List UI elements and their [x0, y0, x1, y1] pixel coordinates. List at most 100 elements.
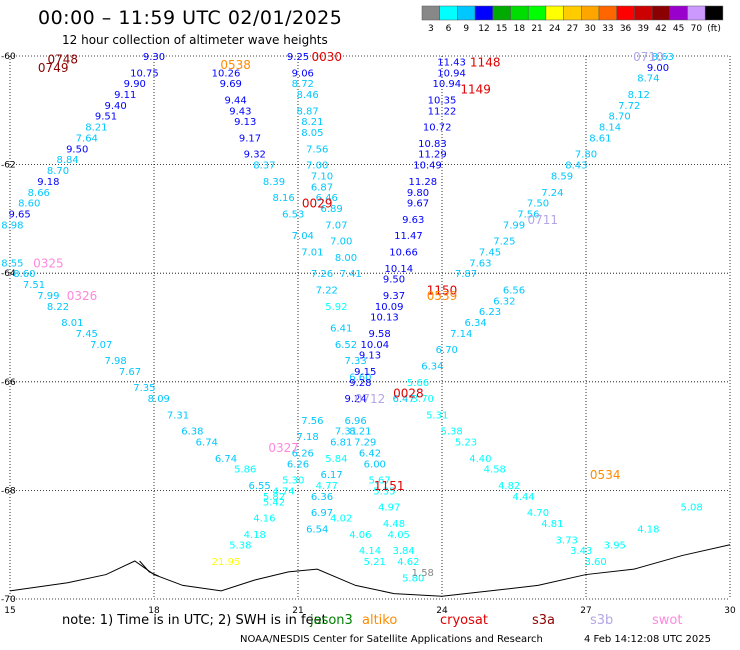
wave-height-point: 6.56 [503, 285, 525, 296]
wave-height-point: 8.01 [61, 318, 83, 329]
wave-height-point: 7.80 [575, 150, 597, 161]
wave-height-point: 5.66 [407, 378, 429, 389]
x-tick-label: 24 [436, 606, 448, 616]
colorbar-swatch [687, 5, 706, 21]
wave-height-point: 7.07 [90, 340, 112, 351]
wave-height-point: 11.29 [418, 150, 447, 161]
wave-height-point: 8.21 [85, 123, 107, 134]
colorbar-label: 45 [673, 24, 684, 34]
wave-height-point: 8.37 [253, 161, 275, 172]
y-tick-label: -68 [1, 486, 16, 496]
wave-height-point: 9.65 [8, 209, 30, 220]
wave-height-point: 8.16 [272, 193, 294, 204]
colorbar-label: 21 [531, 24, 542, 34]
data-points: 9.3010.759.909.119.409.518.217.649.508.8… [1, 52, 702, 584]
wave-height-point: 5.08 [680, 503, 702, 514]
wave-height-point: 8.09 [148, 394, 170, 405]
wave-height-point: 7.45 [479, 247, 501, 258]
wave-height-point: 7.07 [325, 220, 347, 231]
wave-height-point: 5.38 [229, 541, 251, 552]
colorbar-swatch [616, 5, 635, 21]
wave-height-point: 10.72 [423, 123, 452, 134]
wave-height-point: 7.10 [311, 171, 333, 182]
wave-height-point: 7.98 [104, 356, 126, 367]
wave-height-point: 5.38 [440, 427, 462, 438]
x-tick-label: 27 [580, 606, 591, 616]
wave-height-point: 5.31 [426, 410, 448, 421]
wave-height-point: 9.44 [224, 95, 246, 106]
wave-height-point: 4.18 [637, 524, 659, 535]
colorbar-swatch [545, 5, 564, 21]
wave-height-point: 8.22 [47, 302, 69, 313]
wave-height-point: 9.80 [407, 188, 429, 199]
wave-height-point: 7.56 [301, 416, 323, 427]
wave-height-point: 9.69 [220, 79, 242, 90]
pass-time-label: 1148 [470, 55, 501, 69]
colorbar-swatch [439, 5, 458, 21]
colorbar-swatch [510, 5, 529, 21]
wave-height-point: 7.18 [296, 432, 318, 443]
wave-height-point: 3.84 [392, 546, 414, 557]
wave-height-point: 6.26 [292, 448, 314, 459]
wave-height-point: 7.67 [119, 367, 141, 378]
footer-note: note: 1) Time is in UTC; 2) SWH is in fe… [62, 613, 327, 628]
colorbar-swatch [634, 5, 653, 21]
x-tick-label: 21 [292, 606, 303, 616]
pass-time-label: 0029 [302, 197, 333, 211]
wave-height-point: 9.30 [143, 52, 165, 63]
wave-height-point: 4.40 [469, 454, 491, 465]
colorbar-swatch [581, 5, 600, 21]
chart-subtitle: 12 hour collection of altimeter wave hei… [62, 33, 328, 47]
wave-height-point: 9.18 [37, 177, 59, 188]
pass-time-label: 0539 [427, 289, 458, 303]
wave-height-point: 7.64 [76, 133, 98, 144]
pass-time-label: 0538 [220, 58, 251, 72]
wave-height-point: 6.26 [287, 459, 309, 470]
pass-time-label: 0710 [633, 50, 664, 64]
colorbar-label: 33 [602, 24, 613, 34]
wave-height-point: 4.44 [512, 492, 534, 503]
wave-height-point: 6.42 [359, 448, 381, 459]
wave-height-point: 8.59 [551, 171, 573, 182]
wave-height-point: 7.01 [301, 247, 323, 258]
pass-time-label: 0534 [590, 468, 621, 482]
wave-height-point: 5.80 [402, 573, 424, 584]
colorbar-swatch [492, 5, 511, 21]
colorbar-label: 3 [428, 24, 434, 34]
satellite-legend-s3a: s3a [532, 613, 556, 628]
wave-height-point: 3.60 [584, 557, 606, 568]
wave-height-point: 6.47 [392, 394, 414, 405]
wave-height-point: 9.28 [349, 378, 371, 389]
wave-height-point: 6.36 [311, 492, 333, 503]
wave-height-point: 10.35 [428, 95, 457, 106]
grid-lines [9, 55, 731, 600]
wave-height-point: 4.06 [349, 530, 371, 541]
wave-height-point: 10.75 [130, 68, 159, 79]
colorbar-label: 36 [620, 24, 632, 34]
axes: 15 18 21 24 27 30 -60 -62 -64 -66 -68 -70 [1, 52, 736, 616]
wave-height-point: 7.00 [330, 237, 352, 248]
wave-height-point: 7.51 [23, 280, 45, 291]
wave-height-point: 7.45 [76, 329, 98, 340]
colorbar-swatch [474, 5, 494, 21]
wave-height-point: 7.24 [541, 188, 563, 199]
wave-height-point: 7.56 [517, 209, 539, 220]
colorbar-label: 18 [514, 24, 526, 34]
pass-time-label: 0028 [393, 387, 424, 401]
wave-height-point: 10.66 [389, 247, 418, 258]
wave-height-point: 6.34 [421, 362, 443, 373]
wave-height-point: 8.84 [56, 155, 78, 166]
wave-height-point: 9.43 [229, 106, 251, 117]
wave-height-point: 6.74 [196, 438, 218, 449]
wave-height-point: 9.63 [402, 215, 424, 226]
pass-time-label: 0711 [528, 213, 559, 227]
wave-height-point: 5.86 [234, 465, 256, 476]
colorbar-swatch [457, 5, 476, 21]
colorbar-legend: 3 6 9 12 15 18 21 24 27 30 33 36 39 42 45 70 (ft) [421, 5, 724, 34]
wave-height-point: 6.41 [330, 324, 352, 335]
pass-time-label: 0712 [355, 392, 386, 406]
colorbar-swatch [563, 5, 582, 21]
wave-height-point: 5.92 [325, 302, 347, 313]
wave-height-point: 9.51 [95, 112, 117, 123]
